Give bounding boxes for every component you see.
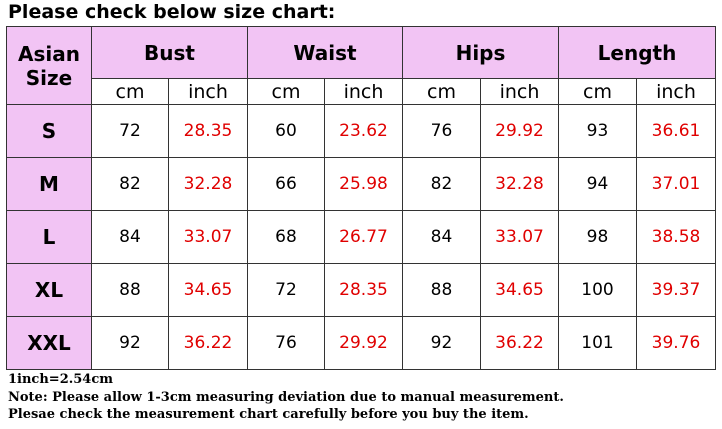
size-table: Asian Size Bust Waist Hips Length cm inch cm inc… — [6, 26, 716, 370]
inch-value: 34.65 — [168, 263, 248, 317]
inch-value: 34.65 — [480, 263, 559, 317]
group-header: Hips — [402, 26, 559, 79]
inch-value: 36.22 — [168, 316, 248, 370]
inch-value: 26.77 — [324, 210, 403, 264]
cm-value: 72 — [247, 263, 325, 317]
inch-value: 29.92 — [324, 316, 403, 370]
unit-header: cm — [402, 78, 481, 105]
group-header: Length — [558, 26, 716, 79]
header-row: Asian Size Bust Waist Hips Length — [6, 26, 716, 105]
size-row: XL 88 34.65 72 28.35 88 34.65 100 39.37 — [6, 263, 716, 317]
unit-header: inch — [636, 78, 716, 105]
inch-value: 36.61 — [636, 104, 716, 158]
unit-header: cm — [247, 78, 325, 105]
cm-value: 60 — [247, 104, 325, 158]
inch-value: 28.35 — [324, 263, 403, 317]
size-label: XXL — [6, 316, 92, 370]
inch-value: 32.28 — [168, 157, 248, 211]
size-row: S 72 28.35 60 23.62 76 29.92 93 36.61 — [6, 104, 716, 158]
size-row: L 84 33.07 68 26.77 84 33.07 98 38.58 — [6, 210, 716, 264]
cm-value: 76 — [402, 104, 481, 158]
unit-header: cm — [558, 78, 637, 105]
notes: 1inch=2.54cm Note: Please allow 1-3cm mea… — [8, 371, 564, 424]
inch-value: 25.98 — [324, 157, 403, 211]
cm-value: 82 — [91, 157, 169, 211]
size-row: XXL 92 36.22 76 29.92 92 36.22 101 39.76 — [6, 316, 716, 370]
inch-value: 32.28 — [480, 157, 559, 211]
unit-row: cm inch cm inch cm inch cm inch — [7, 78, 716, 105]
corner-header: Asian Size — [6, 26, 92, 105]
inch-value: 39.37 — [636, 263, 716, 317]
cm-value: 101 — [558, 316, 637, 370]
cm-value: 76 — [247, 316, 325, 370]
group-header: Waist — [247, 26, 403, 79]
cm-value: 92 — [402, 316, 481, 370]
cm-value: 94 — [558, 157, 637, 211]
size-label: L — [6, 210, 92, 264]
note: 1inch=2.54cm — [8, 372, 114, 387]
cm-value: 84 — [91, 210, 169, 264]
cm-value: 100 — [558, 263, 637, 317]
cm-value: 98 — [558, 210, 637, 264]
cm-value: 88 — [91, 263, 169, 317]
cm-value: 72 — [91, 104, 169, 158]
cm-value: 84 — [402, 210, 481, 264]
inch-value: 28.35 — [168, 104, 248, 158]
unit-header: inch — [324, 78, 403, 105]
inch-value: 36.22 — [480, 316, 559, 370]
title: Please check below size chart: — [8, 1, 336, 23]
inch-value: 33.07 — [168, 210, 248, 264]
inch-value: 38.58 — [636, 210, 716, 264]
size-label: XL — [6, 263, 92, 317]
unit-header: cm — [91, 78, 169, 105]
note: Plesae check the measurement chart caref… — [8, 407, 529, 422]
inch-value: 29.92 — [480, 104, 559, 158]
inch-value: 39.76 — [636, 316, 716, 370]
inch-value: 33.07 — [480, 210, 559, 264]
cm-value: 93 — [558, 104, 637, 158]
size-label: M — [6, 157, 92, 211]
size-label: S — [6, 104, 92, 158]
note: Note: Please allow 1-3cm measuring devia… — [8, 389, 564, 405]
cm-value: 66 — [247, 157, 325, 211]
unit-header: inch — [480, 78, 559, 105]
cm-value: 68 — [247, 210, 325, 264]
inch-value: 37.01 — [636, 157, 716, 211]
size-row: M 82 32.28 66 25.98 82 32.28 94 37.01 — [6, 157, 716, 211]
cm-value: 88 — [402, 263, 481, 317]
unit-header: inch — [168, 78, 248, 105]
group-header: Bust — [91, 26, 248, 79]
cm-value: 92 — [91, 316, 169, 370]
inch-value: 23.62 — [324, 104, 403, 158]
cm-value: 82 — [402, 157, 481, 211]
